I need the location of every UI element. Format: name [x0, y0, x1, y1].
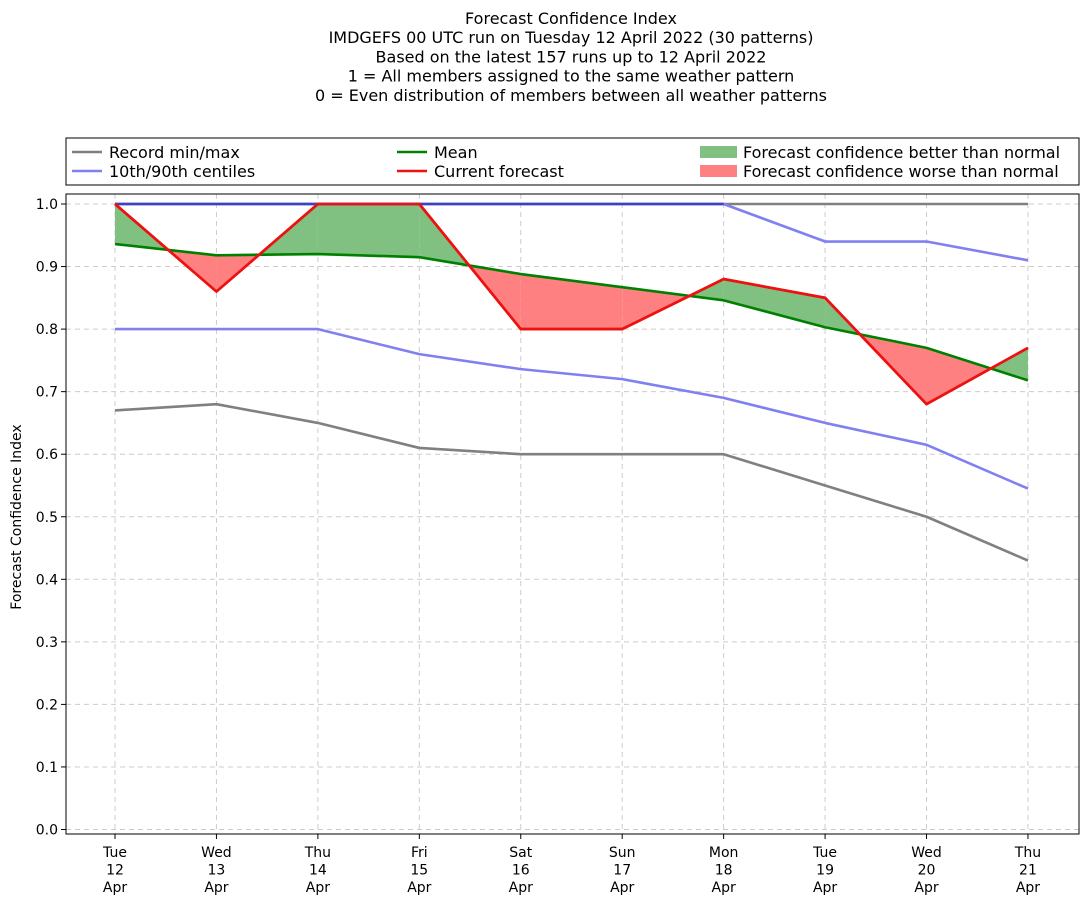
x-tick-label: 12 [106, 863, 124, 879]
x-tick-label: Tue [812, 845, 837, 861]
y-tick-label: 0.1 [36, 760, 58, 776]
y-tick-label: 0.5 [36, 510, 58, 526]
series-line-centile-10 [115, 327, 1029, 490]
x-tick-label: Apr [813, 880, 837, 896]
plot-area-frame [65, 193, 1080, 835]
x-tick-label: Apr [407, 880, 431, 896]
x-tick-label: Apr [1016, 880, 1040, 896]
x-tick-label: Mon [709, 845, 739, 861]
x-tick-label: 18 [715, 863, 733, 879]
x-tick-label: 14 [309, 863, 327, 879]
x-tick-label: Wed [911, 845, 942, 861]
x-tick-label: Apr [204, 880, 228, 896]
legend-label: Forecast confidence better than normal [743, 143, 1060, 162]
x-tick-label: 13 [208, 863, 226, 879]
title-line: 0 = Even distribution of members between… [315, 86, 827, 105]
x-tick-label: Sat [509, 845, 532, 861]
fill-worse-area [622, 287, 690, 330]
x-tick-label: 20 [918, 863, 936, 879]
legend-patch-swatch [700, 165, 737, 177]
y-tick-label: 0.7 [36, 385, 58, 401]
y-tick-label: 0.0 [36, 823, 58, 839]
x-tick-label: Sun [609, 845, 636, 861]
fill-better-area [317, 204, 420, 258]
x-tick-label: Apr [509, 880, 533, 896]
x-tick-label: Fri [411, 845, 428, 861]
x-tick-label: 19 [816, 863, 834, 879]
legend-label: 10th/90th centiles [109, 162, 255, 181]
y-tick-label: 0.6 [36, 447, 58, 463]
x-tick-label: Apr [712, 880, 736, 896]
x-axis-ticks: Tue12AprWed13AprThu14AprFri15AprSat16Apr… [102, 834, 1041, 896]
legend-label: Record min/max [109, 143, 240, 162]
x-tick-label: Apr [610, 880, 634, 896]
x-tick-label: Thu [1014, 845, 1041, 861]
title-line: IMDGEFS 00 UTC run on Tuesday 12 April 2… [329, 28, 814, 47]
y-tick-label: 0.8 [36, 322, 58, 338]
legend-label: Current forecast [434, 162, 564, 181]
x-tick-label: Tue [102, 845, 127, 861]
title-line: Forecast Confidence Index [465, 9, 677, 28]
y-tick-label: 0.3 [36, 635, 58, 651]
y-axis-ticks: 0.0 0.1 0.2 0.3 0.4 0.5 0.6 0.7 0.8 0.9 1.0 [36, 197, 66, 839]
y-tick-label: 0.9 [36, 260, 58, 276]
series-line-record-min [114, 402, 1029, 562]
title-line: 1 = All members assigned to the same wea… [348, 67, 795, 86]
x-tick-label: Apr [306, 880, 330, 896]
y-tick-label: 0.4 [36, 572, 58, 588]
y-axis-label: Forecast Confidence Index [9, 424, 25, 609]
legend-patch-swatch [700, 146, 737, 158]
legend-label: Mean [434, 143, 478, 162]
series-line-centile-90 [115, 202, 1029, 262]
x-tick-label: 15 [410, 863, 428, 879]
legend-label: Forecast confidence worse than normal [743, 162, 1059, 181]
x-tick-label: Thu [304, 845, 331, 861]
x-tick-label: Wed [201, 845, 232, 861]
y-tick-label: 0.2 [36, 697, 58, 713]
fill-better-area [990, 347, 1028, 381]
x-tick-label: 16 [512, 863, 530, 879]
fill-better-area [723, 279, 826, 328]
x-tick-label: Apr [914, 880, 938, 896]
y-tick-label: 1.0 [36, 197, 58, 213]
series-line-mean [114, 242, 1029, 382]
x-tick-label: Apr [103, 880, 127, 896]
x-tick-label: 21 [1019, 863, 1037, 879]
fill-worse-area [520, 274, 623, 330]
series-lines [114, 202, 1029, 562]
title-line: Based on the latest 157 runs up to 12 Ap… [376, 47, 767, 66]
series-line-current-top [114, 202, 1029, 406]
x-tick-label: 17 [613, 863, 631, 879]
fill-worse-area [926, 347, 991, 405]
